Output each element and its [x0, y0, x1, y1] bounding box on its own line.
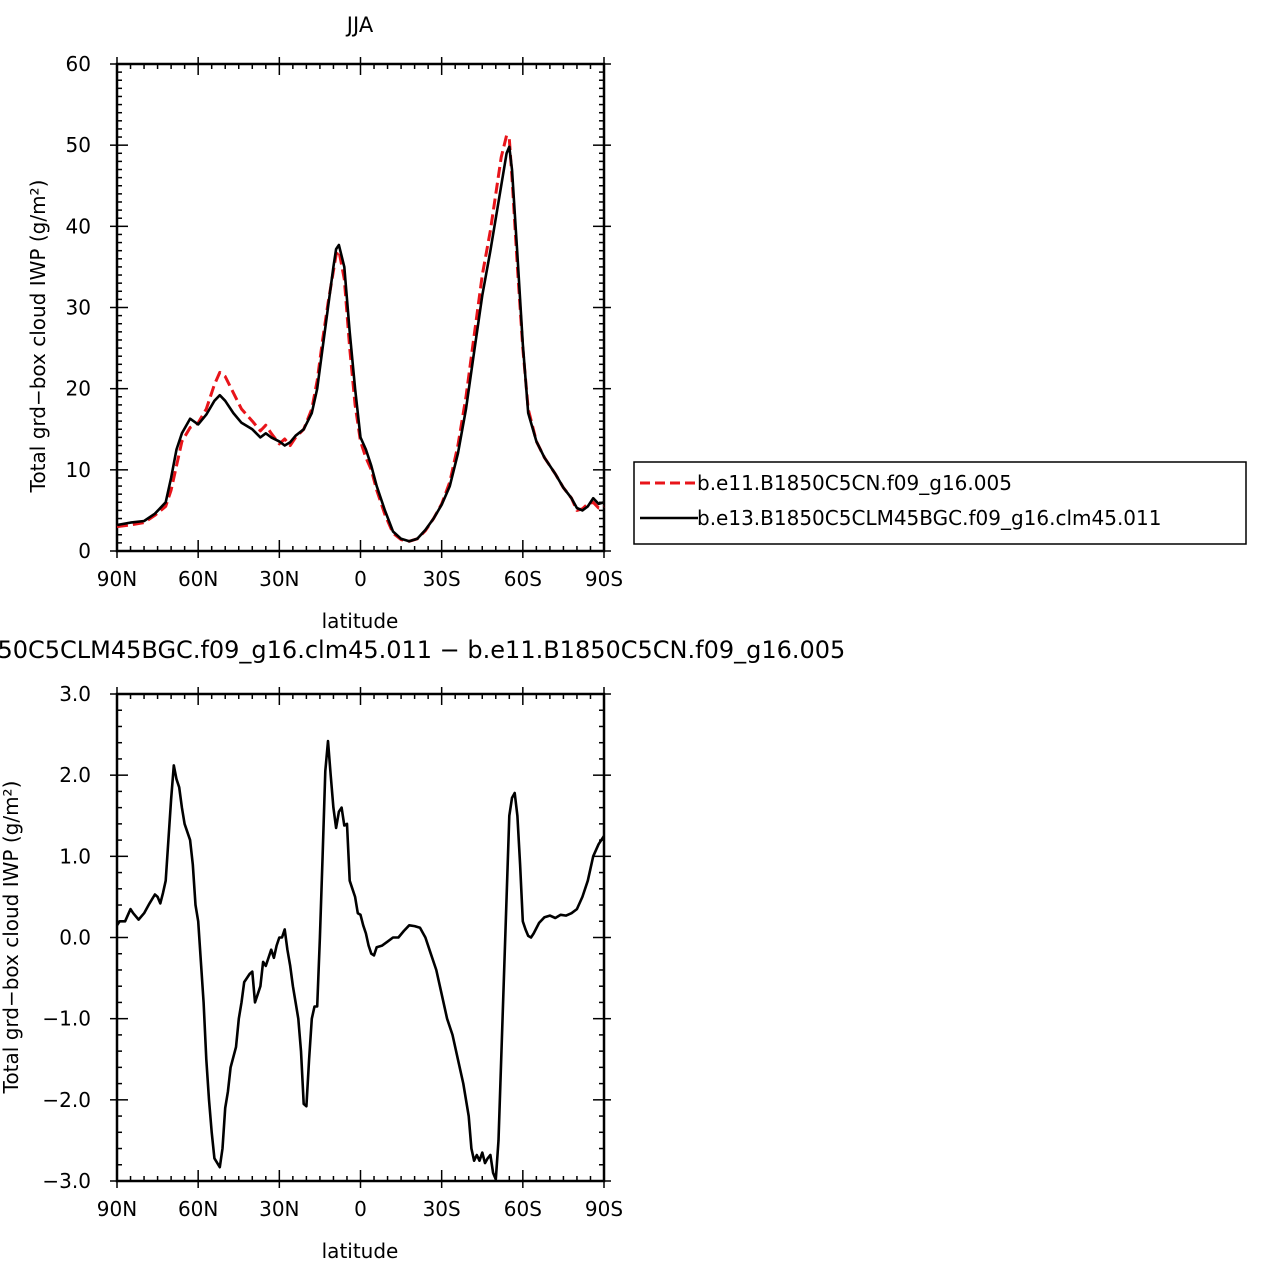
series-line-0: [115, 739, 606, 1181]
y-tick-label: 10: [66, 458, 91, 482]
x-tick-label: 0: [354, 1197, 367, 1221]
bottom-chart-title: b.e13.B1850C5CLM45BGC.f09_g16.clm45.011 …: [0, 636, 845, 664]
x-tick-label: 60S: [504, 1197, 542, 1221]
x-tick-label: 60N: [178, 1197, 218, 1221]
bottom-axis-ticks: [110, 687, 611, 1188]
y-tick-label: 2.0: [59, 763, 91, 787]
bottom-y-axis-label: Total grd−box cloud IWP (g/m²): [0, 781, 23, 1095]
top-series-group: [116, 133, 605, 543]
x-tick-label: 90N: [97, 567, 137, 591]
x-tick-label: 60S: [504, 567, 542, 591]
x-tick-label: 30N: [259, 1197, 299, 1221]
y-tick-label: 30: [66, 296, 91, 320]
y-tick-label: 0: [78, 539, 91, 563]
x-tick-label: 30S: [423, 567, 461, 591]
series-line-1: [116, 145, 605, 543]
y-tick-label: 3.0: [59, 682, 91, 706]
x-tick-label: 30N: [259, 567, 299, 591]
y-tick-label: 60: [66, 52, 91, 76]
y-tick-label: 20: [66, 377, 91, 401]
y-tick-label: 1.0: [59, 844, 91, 868]
bottom-tick-labels: 90N 60N 30N 0 30S 60S 90S −3.0 −2.0 −1.0 0.0 1.0 2.0…: [42, 682, 623, 1221]
y-tick-label: −2.0: [42, 1088, 91, 1112]
y-tick-label: 40: [66, 214, 91, 238]
legend-label-0: b.e11.B1850C5CN.f09_g16.005: [697, 471, 1012, 495]
legend-label-1: b.e13.B1850C5CLM45BGC.f09_g16.clm45.011: [697, 506, 1161, 530]
bottom-x-axis-label: latitude: [322, 1239, 399, 1263]
legend-box: [633, 461, 1247, 545]
x-tick-label: 60N: [178, 567, 218, 591]
top-chart: JJA 90N 60N 30N 0 30S 60S 90S 0 10 20 30 40 50 60 lat…: [26, 13, 1247, 633]
y-tick-label: −3.0: [42, 1169, 91, 1193]
bottom-chart: b.e13.B1850C5CLM45BGC.f09_g16.clm45.011 …: [0, 636, 845, 1263]
x-tick-label: 30S: [423, 1197, 461, 1221]
top-axis-ticks: [110, 57, 611, 558]
top-y-axis-label: Total grd−box cloud IWP (g/m²): [26, 180, 50, 494]
legend: b.e11.B1850C5CN.f09_g16.005 b.e13.B1850C…: [633, 461, 1247, 545]
top-x-axis-label: latitude: [322, 609, 399, 633]
y-tick-label: 0.0: [59, 926, 91, 950]
x-tick-label: 90S: [585, 1197, 623, 1221]
x-tick-label: 90N: [97, 1197, 137, 1221]
bottom-series-group: [115, 739, 606, 1181]
y-tick-label: 50: [66, 133, 91, 157]
top-plot-frame: [115, 62, 606, 553]
top-tick-labels: 90N 60N 30N 0 30S 60S 90S 0 10 20 30 40 50 60: [66, 52, 624, 591]
series-line-0: [116, 133, 605, 543]
x-tick-label: 0: [354, 567, 367, 591]
top-chart-title: JJA: [345, 13, 374, 37]
x-tick-label: 90S: [585, 567, 623, 591]
y-tick-label: −1.0: [42, 1007, 91, 1031]
